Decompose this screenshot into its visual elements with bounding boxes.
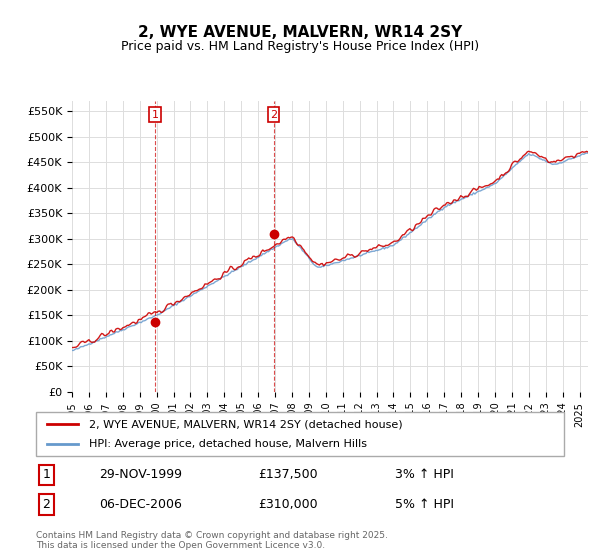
Text: Price paid vs. HM Land Registry's House Price Index (HPI): Price paid vs. HM Land Registry's House …: [121, 40, 479, 53]
Text: 29-NOV-1999: 29-NOV-1999: [100, 468, 182, 482]
Text: 2, WYE AVENUE, MALVERN, WR14 2SY: 2, WYE AVENUE, MALVERN, WR14 2SY: [138, 25, 462, 40]
Text: HPI: Average price, detached house, Malvern Hills: HPI: Average price, detached house, Malv…: [89, 439, 367, 449]
FancyBboxPatch shape: [36, 412, 564, 456]
Text: 5% ↑ HPI: 5% ↑ HPI: [395, 498, 454, 511]
Text: 2, WYE AVENUE, MALVERN, WR14 2SY (detached house): 2, WYE AVENUE, MALVERN, WR14 2SY (detach…: [89, 419, 403, 429]
Text: £310,000: £310,000: [258, 498, 317, 511]
Text: 06-DEC-2006: 06-DEC-2006: [100, 498, 182, 511]
Text: 1: 1: [43, 468, 50, 482]
Text: 2: 2: [43, 498, 50, 511]
Text: 1: 1: [152, 110, 158, 119]
Text: £137,500: £137,500: [258, 468, 317, 482]
Text: 3% ↑ HPI: 3% ↑ HPI: [395, 468, 454, 482]
Text: 2: 2: [270, 110, 277, 119]
Text: Contains HM Land Registry data © Crown copyright and database right 2025.
This d: Contains HM Land Registry data © Crown c…: [36, 530, 388, 550]
